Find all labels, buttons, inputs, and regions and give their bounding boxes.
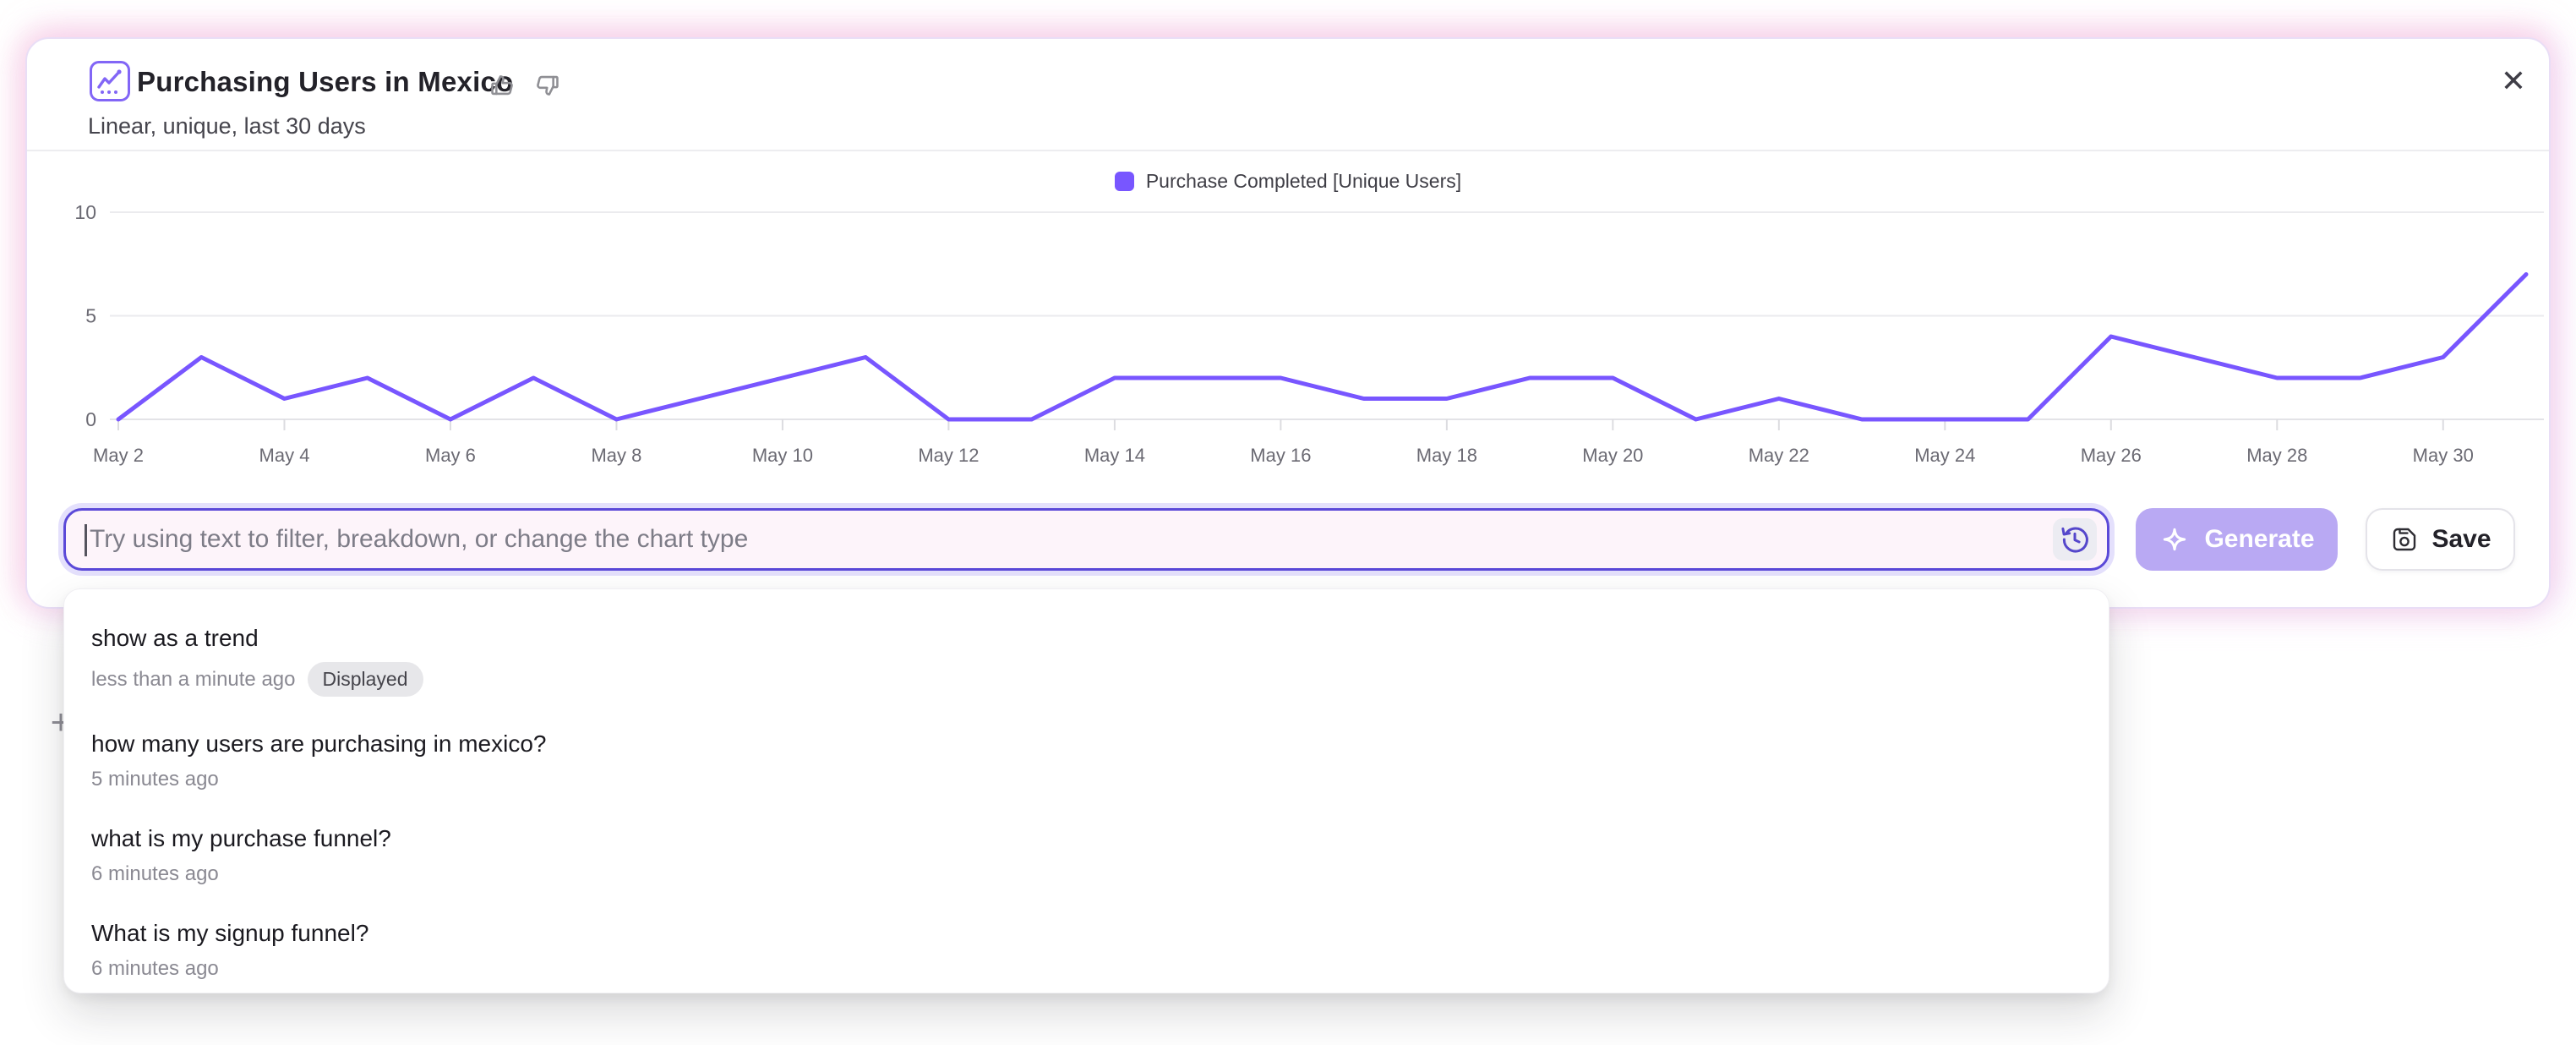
thumbs-down-icon[interactable]	[531, 69, 563, 101]
generate-label: Generate	[2204, 525, 2315, 553]
history-item[interactable]: how many users are purchasing in mexico?…	[64, 714, 2109, 808]
svg-text:May 10: May 10	[752, 445, 813, 466]
history-button[interactable]	[2053, 518, 2097, 561]
svg-text:May 8: May 8	[591, 445, 641, 466]
chart-legend[interactable]: Purchase Completed [Unique Users]	[27, 164, 2549, 198]
history-timestamp: 5 minutes ago	[91, 768, 219, 791]
svg-text:5: 5	[85, 305, 96, 327]
page-title: Purchasing Users in Mexico	[137, 66, 514, 97]
svg-text:May 14: May 14	[1084, 445, 1145, 466]
prompt-input[interactable]	[66, 511, 2107, 568]
svg-text:May 24: May 24	[1914, 445, 1975, 466]
svg-text:May 2: May 2	[93, 445, 144, 466]
line-chart-icon	[90, 61, 130, 101]
history-clock-icon	[2061, 527, 2088, 553]
prompt-input-container	[63, 508, 2109, 571]
generate-button[interactable]: Generate	[2136, 508, 2338, 571]
history-query: what is my purchase funnel?	[91, 825, 391, 851]
svg-text:May 20: May 20	[1582, 445, 1643, 466]
history-item[interactable]: What is my signup funnel? 6 minutes ago	[64, 903, 2109, 993]
history-dropdown: show as a trend less than a minute ago D…	[63, 588, 2109, 993]
status-badge: Displayed	[307, 662, 423, 697]
svg-text:May 26: May 26	[2081, 445, 2142, 466]
legend-label: Purchase Completed [Unique Users]	[1145, 169, 1462, 192]
chart-subtitle: Linear, unique, last 30 days	[88, 113, 366, 139]
history-query: show as a trend	[91, 625, 259, 651]
history-query: What is my signup funnel?	[91, 920, 369, 946]
svg-text:May 30: May 30	[2413, 445, 2474, 466]
save-button[interactable]: Save	[2366, 508, 2515, 571]
legend-swatch	[1114, 171, 1134, 191]
history-item[interactable]: what is my purchase funnel? 6 minutes ag…	[64, 808, 2109, 903]
header-divider	[27, 150, 2549, 151]
sparkle-icon	[2164, 528, 2186, 551]
thumbs-up-icon[interactable]	[487, 69, 519, 101]
history-query: how many users are purchasing in mexico?	[91, 730, 547, 757]
save-label: Save	[2431, 525, 2491, 553]
svg-text:May 28: May 28	[2246, 445, 2307, 466]
svg-text:May 16: May 16	[1250, 445, 1311, 466]
svg-text:0: 0	[85, 408, 96, 430]
history-timestamp: less than a minute ago	[91, 667, 296, 691]
history-item[interactable]: show as a trend less than a minute ago D…	[64, 608, 2109, 714]
history-timestamp: 6 minutes ago	[91, 957, 219, 980]
close-icon[interactable]: ✕	[2500, 63, 2527, 98]
history-timestamp: 6 minutes ago	[91, 862, 219, 885]
chart-plot-area[interactable]: 0 5 10 May 2 May 4 May 6 May 8 May 10 May 12 May …	[27, 39, 2552, 597]
svg-text:May 12: May 12	[918, 445, 979, 466]
text-caret	[85, 524, 87, 556]
svg-text:May 22: May 22	[1749, 445, 1809, 466]
svg-text:May 6: May 6	[425, 445, 476, 466]
svg-text:May 18: May 18	[1416, 445, 1477, 466]
svg-text:10: 10	[74, 201, 96, 223]
save-icon	[2393, 528, 2416, 551]
svg-text:May 4: May 4	[259, 445, 310, 466]
